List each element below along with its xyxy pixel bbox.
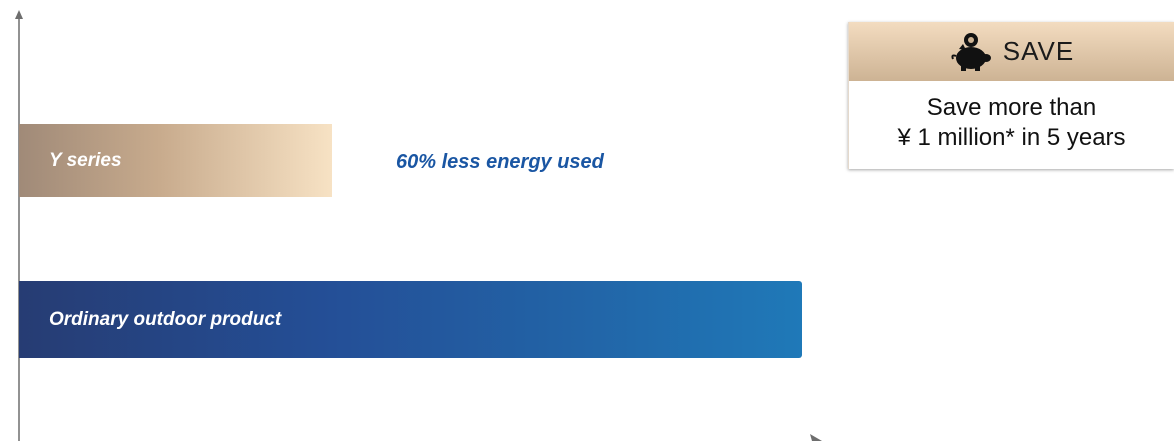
x-axis-arrow <box>810 434 822 441</box>
save-card-title: SAVE <box>1002 36 1075 66</box>
save-card-line-2: ¥ 1 million* in 5 years <box>897 124 1126 151</box>
bar-ordinary-outdoor-product: Ordinary outdoor product <box>19 281 802 358</box>
save-card: SAVE Save more than ¥ 1 million* in 5 ye… <box>848 22 1174 169</box>
y-axis-arrow <box>15 10 23 19</box>
save-card-line-1: Save more than <box>926 94 1097 121</box>
bar-y-series: Y series <box>19 124 332 197</box>
bar-label-y-series: Y series <box>49 149 122 171</box>
piggy-bank-icon <box>951 32 991 71</box>
bar-label-ordinary-outdoor-product: Ordinary outdoor product <box>49 308 282 330</box>
save-card-header: SAVE <box>849 22 1174 81</box>
save-card-body: Save more than ¥ 1 million* in 5 years <box>849 81 1174 153</box>
energy-saving-annotation: 60% less energy used <box>396 151 604 173</box>
